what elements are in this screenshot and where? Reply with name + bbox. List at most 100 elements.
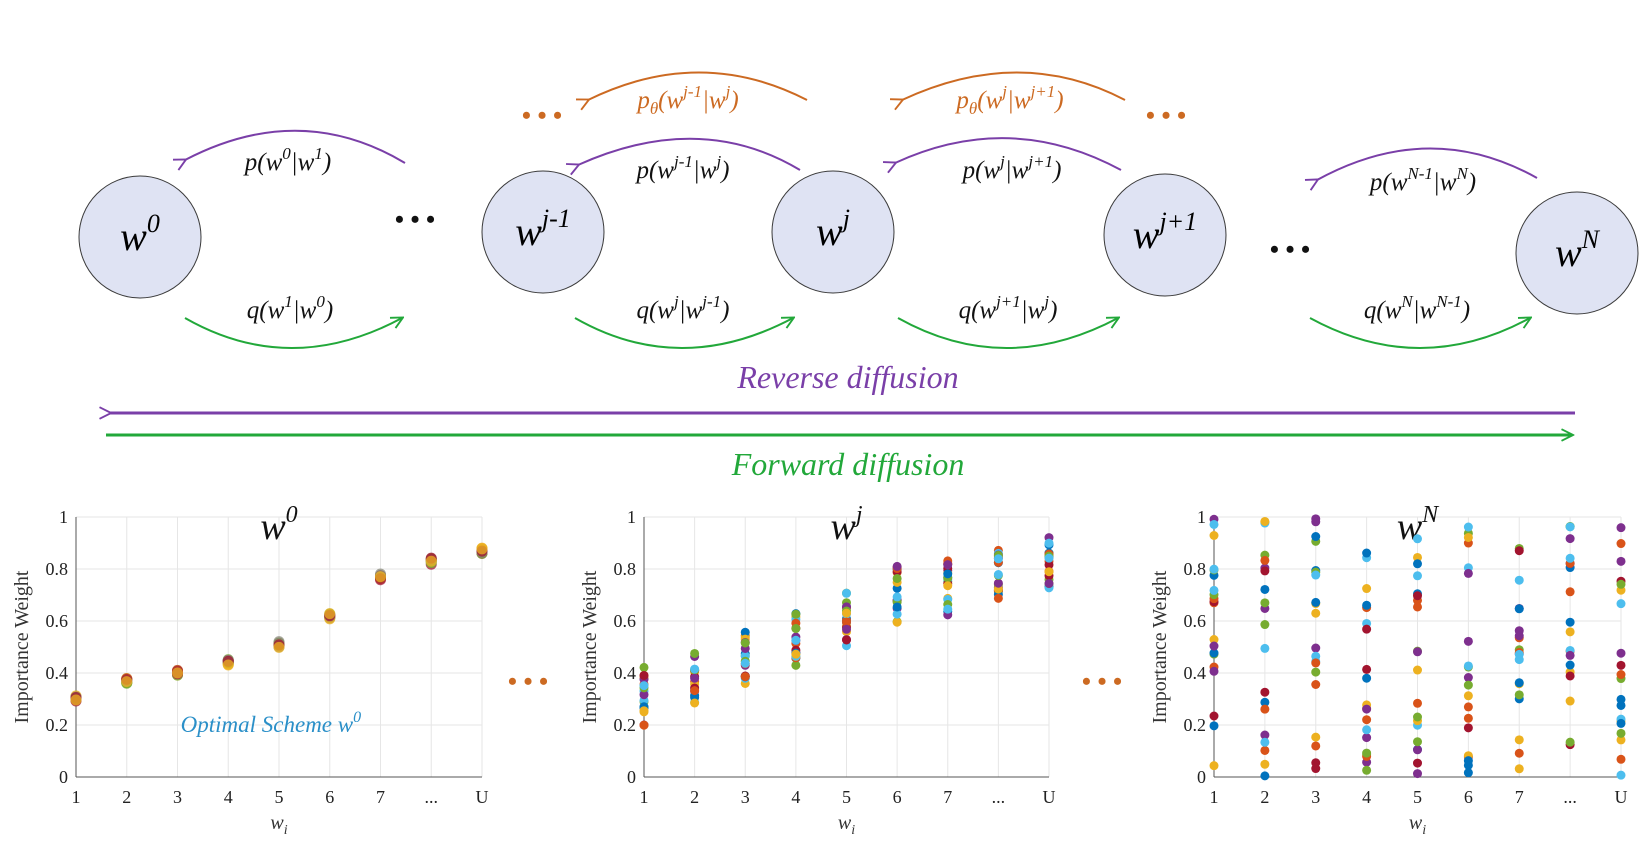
node-wjp1: wj+1 — [1103, 173, 1227, 297]
x-tick-label: ... — [992, 787, 1006, 807]
x-tick-label: 4 — [224, 787, 233, 807]
data-point — [1311, 643, 1321, 653]
data-point — [791, 624, 801, 634]
data-point — [1565, 522, 1575, 532]
data-point — [1616, 735, 1626, 745]
data-point — [1413, 534, 1422, 544]
x-tick-label: ... — [425, 787, 439, 807]
data-point — [943, 581, 953, 591]
data-point — [1413, 602, 1422, 612]
data-point — [1463, 673, 1473, 683]
x-tick-label: 3 — [1311, 787, 1320, 807]
data-point — [1311, 758, 1321, 768]
data-point — [1209, 635, 1219, 645]
data-point — [1413, 559, 1422, 569]
x-tick-label: 5 — [275, 787, 284, 807]
data-point — [1616, 728, 1626, 738]
data-point — [1209, 564, 1219, 574]
data-point — [690, 664, 700, 674]
data-point — [1260, 759, 1270, 769]
ellipsis-orange-2: • • • — [1146, 101, 1186, 130]
x-tick-label: U — [1043, 787, 1056, 807]
data-point — [1463, 568, 1473, 578]
data-point — [1616, 523, 1626, 533]
y-tick-label: 1 — [627, 507, 636, 527]
x-tick-label: 6 — [893, 787, 902, 807]
node-wjm1: wj-1 — [481, 170, 605, 294]
data-point — [1514, 764, 1524, 774]
x-tick-label: 1 — [640, 787, 649, 807]
arc-ptheta-2 — [902, 71, 1126, 101]
ellipsis-orange-1: • • • — [522, 101, 562, 130]
data-point — [1463, 522, 1473, 532]
x-tick-label: 5 — [1413, 787, 1422, 807]
data-point — [1260, 704, 1270, 714]
data-point — [70, 694, 82, 706]
node-wj: wj — [771, 170, 895, 294]
data-point — [1463, 691, 1473, 701]
data-point — [1209, 531, 1219, 541]
x-tick-label: 3 — [173, 787, 182, 807]
data-point — [1362, 584, 1372, 594]
scatter-chart-w0: 1 2 3 4 5 6 7... U 0 0.2 0.4 0.6 0.8 1 wi Importance We… — [11, 502, 489, 838]
x-tick-label: 5 — [842, 787, 851, 807]
svg-text:wN: wN — [1555, 225, 1601, 275]
data-point — [1565, 534, 1575, 544]
data-point — [1044, 553, 1054, 563]
data-point — [791, 635, 801, 645]
label-p-wNm1-wN: p(wN-1|wN) — [1368, 164, 1476, 196]
data-point — [1260, 730, 1270, 740]
y-axis-label: Importance Weight — [11, 570, 33, 723]
reverse-step-arcs — [185, 129, 1538, 180]
data-point — [993, 554, 1003, 564]
data-point — [476, 543, 488, 555]
data-point — [639, 681, 649, 691]
data-point — [690, 686, 700, 696]
data-point — [1413, 591, 1422, 601]
data-point — [1209, 648, 1219, 658]
data-point — [1311, 517, 1321, 527]
data-point — [324, 608, 336, 620]
x-tick-label: 6 — [1464, 787, 1473, 807]
data-point — [690, 673, 700, 683]
ellipsis-plots-2: • • • — [1082, 667, 1122, 696]
data-point — [1311, 741, 1321, 751]
x-tick-label: U — [476, 787, 489, 807]
data-point — [1260, 555, 1270, 565]
y-tick-label: 0 — [627, 767, 636, 787]
arc-p-wNm1-wN — [1317, 147, 1538, 180]
data-point — [791, 660, 801, 670]
scatter-chart-wN: 1 2 3 4 5 6 7... U 0 0.2 0.4 0.6 0.8 1 wi Importance We… — [1149, 502, 1628, 838]
data-point — [740, 658, 750, 668]
ellipsis-top-1: • • • — [395, 205, 435, 234]
data-point — [1616, 670, 1626, 680]
data-point — [1260, 620, 1270, 630]
data-point — [1565, 737, 1575, 747]
data-point — [1565, 587, 1575, 597]
data-point — [1463, 532, 1473, 542]
x-tick-label: U — [1615, 787, 1628, 807]
y-tick-label: 0.2 — [46, 715, 69, 735]
data-point — [273, 641, 285, 653]
data-point — [1463, 702, 1473, 712]
data-point — [1362, 715, 1372, 725]
data-point — [892, 573, 902, 583]
x-tick-label: 2 — [1260, 787, 1269, 807]
data-point — [1616, 579, 1626, 589]
data-point — [1565, 553, 1575, 563]
y-axis-label: Importance Weight — [1149, 570, 1171, 723]
data-point — [1362, 725, 1372, 735]
data-point — [1514, 604, 1524, 614]
chart-annotation: Optimal Scheme w0 — [181, 709, 361, 737]
data-point — [1463, 680, 1473, 690]
y-tick-label: 0.2 — [1184, 715, 1207, 735]
data-point — [1565, 660, 1575, 670]
data-point — [1514, 546, 1524, 556]
data-point — [1260, 643, 1270, 653]
data-point — [1260, 598, 1270, 608]
x-tick-label: 7 — [943, 787, 952, 807]
y-tick-label: 1 — [1197, 507, 1206, 527]
x-tick-label: 7 — [376, 787, 385, 807]
chart-title: w0 — [260, 502, 297, 548]
data-point — [1463, 768, 1473, 778]
